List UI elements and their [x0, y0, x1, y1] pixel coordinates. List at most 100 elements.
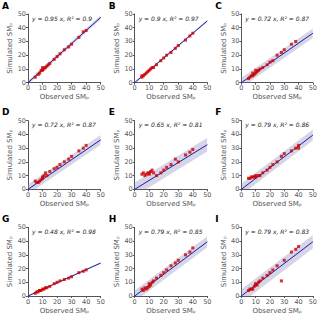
svg-text:Simulated SMₚ: Simulated SMₚ [113, 236, 121, 287]
svg-text:50: 50 [97, 298, 105, 306]
svg-text:20: 20 [266, 298, 274, 306]
svg-text:40: 40 [124, 237, 132, 245]
svg-text:40: 40 [294, 298, 302, 306]
svg-text:50: 50 [124, 223, 132, 231]
svg-text:40: 40 [82, 191, 90, 199]
svg-text:Observed SMₚ: Observed SMₚ [146, 200, 195, 208]
svg-text:40: 40 [231, 130, 239, 138]
svg-text:0: 0 [133, 191, 137, 199]
svg-text:20: 20 [124, 51, 132, 59]
svg-text:10: 10 [124, 172, 132, 180]
svg-text:E: E [109, 107, 115, 117]
svg-text:50: 50 [18, 117, 26, 125]
svg-text:30: 30 [124, 251, 132, 259]
svg-text:10: 10 [251, 191, 259, 199]
svg-text:Simulated SMₚ: Simulated SMₚ [220, 23, 228, 74]
svg-text:50: 50 [231, 223, 239, 231]
svg-text:40: 40 [231, 237, 239, 245]
svg-text:G: G [2, 214, 9, 224]
svg-text:50: 50 [231, 10, 239, 18]
svg-text:y = 0.79 x, R² = 0.86: y = 0.79 x, R² = 0.86 [244, 121, 309, 129]
svg-text:30: 30 [174, 84, 182, 92]
svg-text:40: 40 [294, 191, 302, 199]
svg-text:Observed SMₚ: Observed SMₚ [146, 307, 195, 315]
svg-text:Observed SMₚ: Observed SMₚ [146, 93, 195, 101]
svg-text:50: 50 [203, 191, 211, 199]
svg-text:10: 10 [18, 278, 26, 286]
svg-text:Simulated SMₚ: Simulated SMₚ [6, 236, 14, 287]
svg-text:Observed SMₚ: Observed SMₚ [40, 307, 89, 315]
svg-text:30: 30 [18, 37, 26, 45]
svg-text:y = 0.72 x, R² = 0.87: y = 0.72 x, R² = 0.87 [31, 121, 96, 129]
svg-text:50: 50 [309, 298, 317, 306]
svg-text:50: 50 [203, 298, 211, 306]
svg-text:C: C [215, 1, 222, 11]
svg-text:40: 40 [82, 84, 90, 92]
svg-text:Simulated SMₚ: Simulated SMₚ [220, 236, 228, 287]
svg-text:20: 20 [18, 51, 26, 59]
svg-text:y = 0.95 x, R² = 0.9: y = 0.95 x, R² = 0.9 [31, 15, 92, 23]
svg-text:40: 40 [124, 24, 132, 32]
svg-text:10: 10 [18, 172, 26, 180]
svg-text:40: 40 [82, 298, 90, 306]
svg-text:y = 0.72 x, R² = 0.87: y = 0.72 x, R² = 0.87 [244, 15, 309, 23]
svg-text:50: 50 [203, 84, 211, 92]
svg-text:40: 40 [124, 130, 132, 138]
svg-text:30: 30 [67, 298, 75, 306]
svg-text:20: 20 [53, 84, 61, 92]
svg-text:30: 30 [231, 144, 239, 152]
svg-text:10: 10 [38, 191, 46, 199]
svg-text:Observed SMₚ: Observed SMₚ [252, 93, 301, 101]
svg-text:20: 20 [160, 84, 168, 92]
svg-text:20: 20 [160, 298, 168, 306]
svg-text:10: 10 [124, 65, 132, 73]
svg-text:20: 20 [53, 298, 61, 306]
svg-text:20: 20 [18, 158, 26, 166]
svg-text:H: H [109, 214, 117, 224]
svg-text:20: 20 [124, 158, 132, 166]
svg-text:Simulated SMₚ: Simulated SMₚ [6, 23, 14, 74]
svg-text:30: 30 [124, 37, 132, 45]
svg-text:50: 50 [97, 191, 105, 199]
svg-text:30: 30 [174, 191, 182, 199]
svg-text:50: 50 [18, 10, 26, 18]
svg-text:Simulated SMₚ: Simulated SMₚ [220, 129, 228, 180]
svg-text:0: 0 [26, 298, 30, 306]
svg-text:10: 10 [231, 65, 239, 73]
svg-text:50: 50 [309, 191, 317, 199]
svg-text:Simulated SMₚ: Simulated SMₚ [6, 129, 14, 180]
svg-text:50: 50 [97, 84, 105, 92]
svg-text:Observed SMₚ: Observed SMₚ [252, 200, 301, 208]
svg-text:50: 50 [18, 223, 26, 231]
svg-text:y = 0.79 x, R² = 0.85: y = 0.79 x, R² = 0.85 [138, 228, 203, 236]
svg-text:0: 0 [133, 84, 137, 92]
svg-text:y = 0.9 x, R² = 0.97: y = 0.9 x, R² = 0.97 [138, 15, 199, 23]
svg-text:0: 0 [26, 191, 30, 199]
svg-text:10: 10 [145, 84, 153, 92]
svg-text:20: 20 [266, 84, 274, 92]
svg-text:10: 10 [251, 84, 259, 92]
svg-text:y = 0.48 x, R² = 0.98: y = 0.48 x, R² = 0.98 [31, 228, 96, 236]
svg-text:B: B [109, 1, 116, 11]
svg-text:0: 0 [239, 84, 243, 92]
svg-text:30: 30 [231, 251, 239, 259]
svg-text:Observed SMₚ: Observed SMₚ [252, 307, 301, 315]
svg-text:30: 30 [124, 144, 132, 152]
svg-text:Simulated SMₚ: Simulated SMₚ [113, 23, 121, 74]
svg-text:20: 20 [18, 265, 26, 273]
svg-text:40: 40 [231, 24, 239, 32]
svg-text:20: 20 [53, 191, 61, 199]
svg-text:10: 10 [145, 191, 153, 199]
svg-text:F: F [215, 107, 221, 117]
svg-text:30: 30 [280, 191, 288, 199]
svg-text:I: I [215, 214, 218, 224]
svg-text:20: 20 [231, 51, 239, 59]
svg-text:y = 0.79 x, R² = 0.83: y = 0.79 x, R² = 0.83 [244, 228, 309, 236]
svg-text:10: 10 [231, 172, 239, 180]
svg-text:40: 40 [189, 191, 197, 199]
svg-text:10: 10 [251, 298, 259, 306]
svg-text:20: 20 [231, 265, 239, 273]
svg-text:20: 20 [160, 191, 168, 199]
svg-text:50: 50 [309, 84, 317, 92]
svg-text:Observed SMₚ: Observed SMₚ [40, 93, 89, 101]
